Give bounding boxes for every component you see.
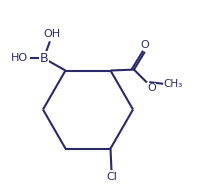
Text: O: O xyxy=(141,40,150,50)
Text: OH: OH xyxy=(44,29,61,39)
Text: HO: HO xyxy=(11,53,28,63)
Text: CH₃: CH₃ xyxy=(163,79,183,89)
Text: B: B xyxy=(40,52,48,65)
Text: O: O xyxy=(147,83,156,93)
Text: Cl: Cl xyxy=(106,172,117,182)
